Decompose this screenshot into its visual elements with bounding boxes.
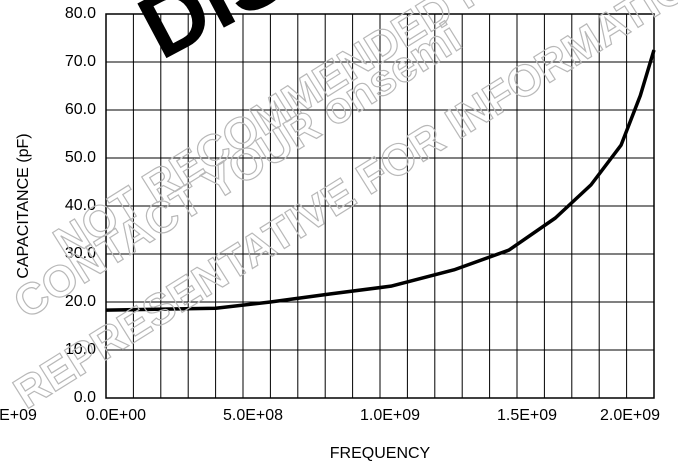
y-axis-title: CAPACITANCE (pF) bbox=[15, 133, 32, 278]
y-tick-label: 20.0 bbox=[65, 293, 96, 310]
x-tick-label: 1.0E+09 bbox=[360, 407, 420, 424]
y-tick-label: 80.0 bbox=[65, 5, 96, 22]
x-tick-label: 1.5E+09 bbox=[497, 407, 557, 424]
y-tick-label: 10.0 bbox=[65, 341, 96, 358]
x-axis-title: FREQUENCY bbox=[330, 445, 431, 462]
x-clipped-label: E+09 bbox=[0, 407, 37, 424]
x-tick-label: 0.0E+00 bbox=[86, 407, 146, 424]
y-tick-label: 50.0 bbox=[65, 149, 96, 166]
data-line bbox=[105, 49, 656, 312]
plot-frame bbox=[105, 13, 655, 399]
y-tick-label: 40.0 bbox=[65, 197, 96, 214]
y-tick-label: 70.0 bbox=[65, 53, 96, 70]
x-tick-label: 2.0E+09 bbox=[600, 407, 660, 424]
y-tick-label: 60.0 bbox=[65, 101, 96, 118]
x-tick-label: 5.0E+08 bbox=[223, 407, 283, 424]
y-tick-label: 30.0 bbox=[65, 245, 96, 262]
y-tick-label: 0.0 bbox=[74, 389, 96, 406]
